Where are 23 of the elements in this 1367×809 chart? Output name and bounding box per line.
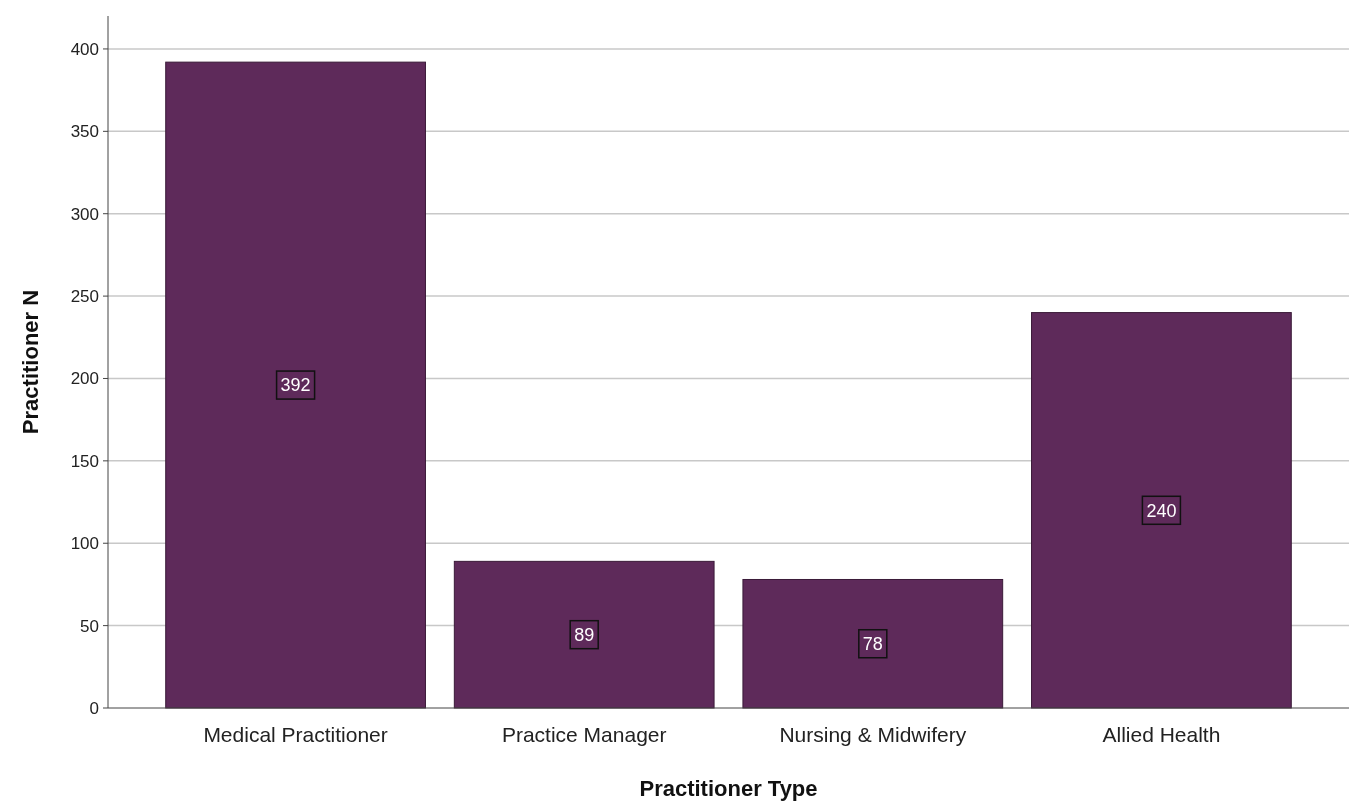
y-tick-label: 0 [89, 698, 99, 718]
y-tick-label: 100 [70, 534, 99, 554]
y-tick-label: 200 [70, 369, 99, 389]
y-tick-label: 350 [70, 122, 99, 142]
x-tick-label: Nursing & Midwifery [779, 723, 967, 746]
y-tick-label: 400 [70, 39, 99, 59]
data-label: 78 [862, 634, 883, 655]
y-axis-title: Practitioner N [18, 289, 43, 435]
y-tick-label: 300 [70, 204, 99, 224]
y-tick-label: 50 [80, 616, 99, 636]
bar [742, 578, 1004, 709]
y-tick-label: 150 [70, 451, 99, 471]
x-tick-label: Allied Health [1102, 723, 1221, 746]
data-label: 240 [1146, 500, 1177, 521]
x-tick-label: Medical Practitioner [203, 723, 388, 746]
bar [1031, 312, 1292, 709]
bar [165, 61, 426, 709]
x-tick-label: Practice Manager [501, 723, 667, 746]
bar [453, 560, 715, 709]
data-label: 89 [574, 624, 595, 645]
x-axis-title: Practitioner Type [639, 776, 818, 801]
y-tick-label: 250 [70, 287, 99, 307]
data-label: 392 [280, 375, 311, 396]
